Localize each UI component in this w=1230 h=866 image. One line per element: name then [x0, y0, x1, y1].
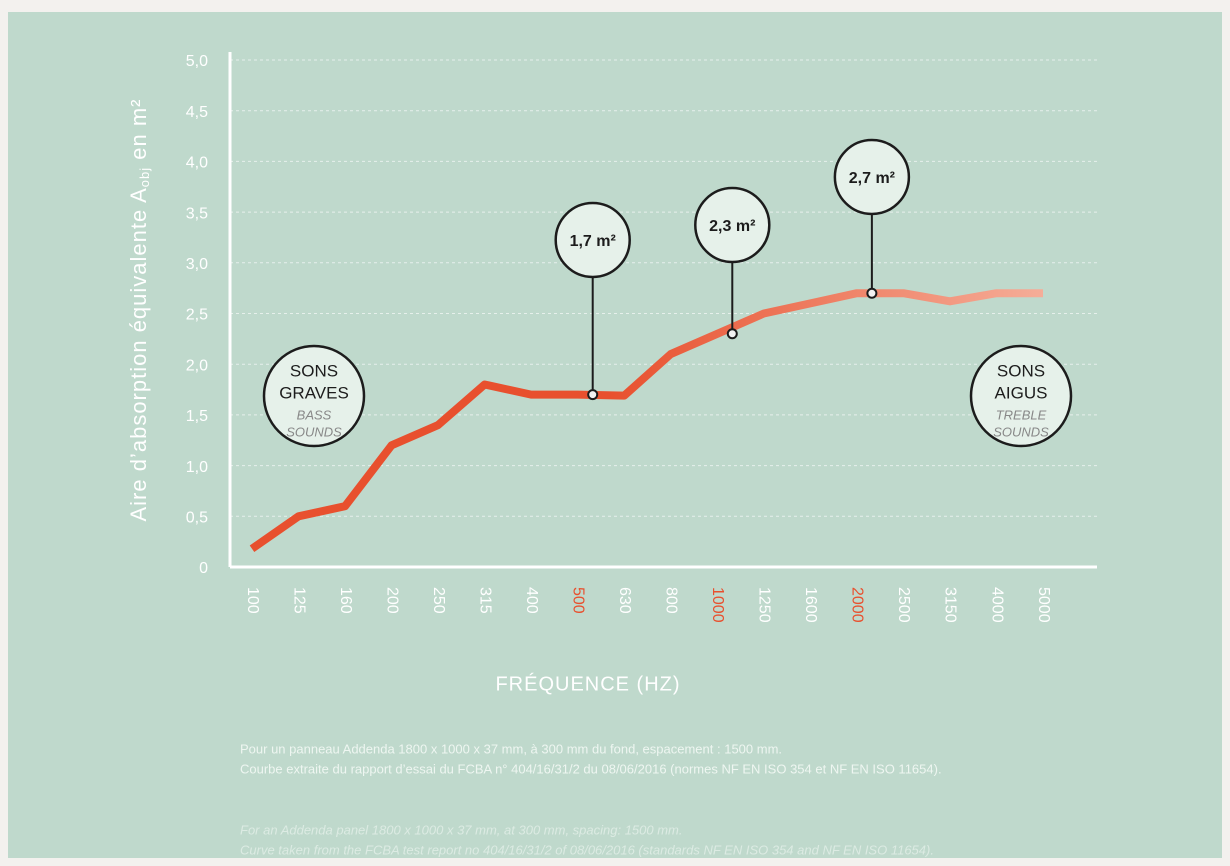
x-tick-label: 250 — [430, 587, 447, 614]
x-tick-label: 200 — [383, 587, 400, 614]
y-label-sub: obj — [137, 167, 152, 187]
x-tick-label: 2000 — [849, 587, 866, 623]
y-tick-label: 2,5 — [186, 307, 208, 324]
callout-marker — [587, 389, 599, 401]
badge-title: AIGUS — [995, 383, 1048, 402]
note: Pour un panneau Addenda 1800 x 1000 x 37… — [240, 741, 782, 756]
y-tick-label: 2,0 — [186, 357, 208, 374]
badge — [262, 344, 366, 448]
y-tick-label: 3,0 — [186, 256, 208, 273]
callout-label: 2,3 m² — [709, 218, 755, 235]
x-tick-label: 400 — [523, 587, 540, 614]
callout-marker — [726, 328, 738, 340]
x-tick-label: 160 — [337, 587, 354, 614]
badge-subtitle: SOUNDS — [993, 424, 1049, 439]
x-tick-label: 125 — [290, 587, 307, 614]
x-tick-label: 100 — [244, 587, 261, 614]
badge — [969, 344, 1073, 448]
y-tick-label: 1,5 — [186, 408, 208, 425]
x-tick-label: 315 — [476, 587, 493, 614]
y-tick-label: 4,0 — [186, 155, 208, 172]
y-tick-label: 0,5 — [186, 510, 208, 527]
callout-marker — [866, 287, 878, 299]
x-tick-label: 4000 — [988, 587, 1005, 623]
badge-subtitle: BASS — [297, 407, 332, 422]
y-label-main: Aire d’absorption équivalente A — [126, 187, 151, 521]
y-axis-label: Aire d’absorption équivalente Aobj en m² — [126, 98, 153, 521]
x-tick-label: 1250 — [756, 587, 773, 623]
note: Curve taken from the FCBA test report no… — [240, 842, 934, 857]
y-tick-label: 3,5 — [186, 205, 208, 222]
x-tick-label: 630 — [616, 587, 633, 614]
callout — [554, 201, 631, 279]
y-label-end: en m² — [126, 98, 151, 166]
callout — [833, 138, 911, 216]
callout-label: 1,7 m² — [570, 233, 616, 250]
line — [249, 289, 1043, 553]
badge-subtitle: TREBLE — [996, 407, 1047, 422]
y-tick-label: 0 — [199, 560, 208, 577]
x-axis-label: FRÉQUENCE (HZ) — [495, 672, 680, 695]
x-tick-label: 3150 — [942, 587, 959, 623]
x-tick-label: 1000 — [709, 587, 726, 623]
note: For an Addenda panel 1800 x 1000 x 37 mm… — [240, 822, 683, 837]
x-tick-label: 800 — [663, 587, 680, 614]
badge-subtitle: SOUNDS — [286, 424, 342, 439]
badge-title: GRAVES — [279, 383, 349, 402]
x-tick-label: 500 — [569, 587, 586, 614]
badge-title: SONS — [290, 361, 338, 380]
note: Courbe extraite du rapport d’essai du FC… — [240, 761, 942, 776]
callout — [694, 186, 771, 264]
x-tick-label: 2500 — [895, 587, 912, 623]
y-tick-label: 4,5 — [186, 104, 208, 121]
callout-label: 2,7 m² — [849, 170, 895, 187]
x-tick-label: 1600 — [802, 587, 819, 623]
y-tick-label: 5,0 — [186, 53, 208, 70]
badge-title: SONS — [997, 361, 1045, 380]
x-tick-label: 5000 — [1035, 587, 1052, 623]
y-tick-label: 1,0 — [186, 459, 208, 476]
